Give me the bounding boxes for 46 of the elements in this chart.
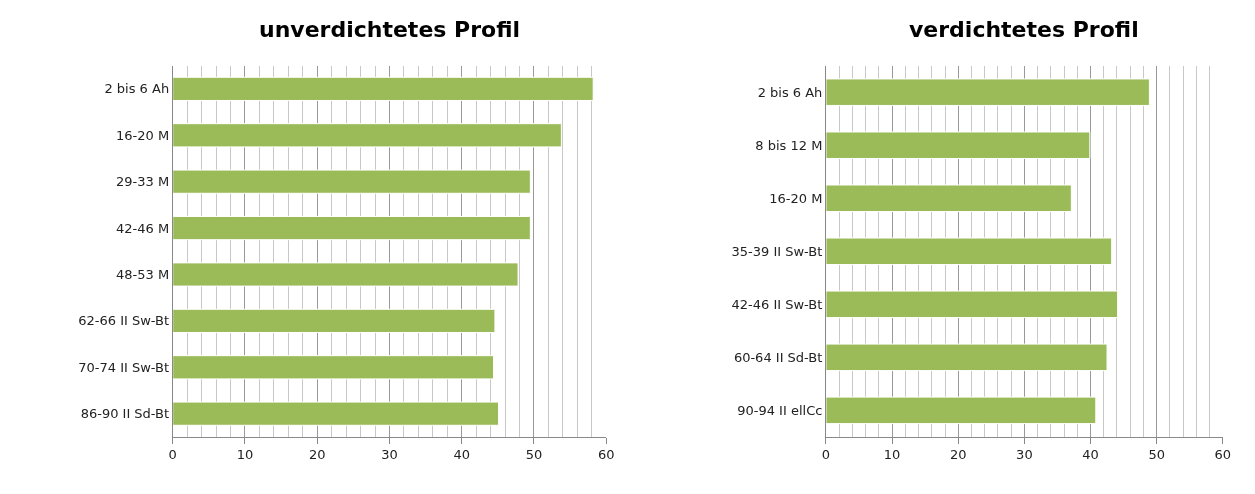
y-tick-label: 70-74 II Sw-Bt xyxy=(78,359,170,375)
y-tick-label: 86-90 II Sd-Bt xyxy=(80,406,170,422)
bar xyxy=(172,123,562,148)
x-tick-label: 0 xyxy=(821,447,831,463)
bar xyxy=(825,396,1097,425)
x-tick-label: 50 xyxy=(525,447,543,463)
bar xyxy=(172,262,519,287)
chart-title: verdichtetes Profil xyxy=(909,17,1139,42)
bar xyxy=(172,355,494,380)
y-tick-label: 16-20 M xyxy=(769,190,823,206)
bar xyxy=(172,169,531,194)
bar xyxy=(825,343,1108,372)
x-tick-label: 40 xyxy=(453,447,470,463)
x-tick-label: 10 xyxy=(883,447,901,463)
x-tick-label: 60 xyxy=(597,447,615,463)
y-tick-label: 90-94 II ellCc xyxy=(737,402,823,418)
y-tick-label: 42-46 II Sw-Bt xyxy=(731,296,823,312)
x-tick-label: 30 xyxy=(381,447,398,463)
bar xyxy=(825,237,1113,266)
y-tick-label: 48-53 M xyxy=(116,267,170,283)
y-tick-label: 2 bis 6 Ah xyxy=(757,84,823,100)
y-tick-label: 35-39 II Sw-Bt xyxy=(731,243,823,259)
y-tick-label: 16-20 M xyxy=(116,127,170,143)
bar xyxy=(172,401,500,426)
x-tick-label: 20 xyxy=(949,447,967,463)
bar xyxy=(172,76,594,101)
y-tick-label: 62-66 II Sw-Bt xyxy=(78,313,170,329)
chart-title: unverdichtetes Profil xyxy=(259,17,520,42)
y-tick-label: 29-33 M xyxy=(116,174,170,190)
bar xyxy=(825,290,1119,319)
x-tick-label: 40 xyxy=(1082,447,1099,463)
y-tick-label: 8 bis 12 M xyxy=(755,137,823,153)
y-tick-label: 42-46 M xyxy=(116,220,170,236)
bar xyxy=(825,184,1072,213)
bar xyxy=(825,131,1091,159)
y-tick-label: 60-64 II Sd-Bt xyxy=(733,349,823,365)
x-tick-label: 20 xyxy=(308,447,326,463)
bar xyxy=(172,308,496,333)
x-tick-label: 30 xyxy=(1016,447,1033,463)
bar xyxy=(825,78,1150,106)
x-tick-label: 10 xyxy=(236,447,254,463)
x-tick-label: 50 xyxy=(1148,447,1165,463)
x-tick-label: 60 xyxy=(1214,447,1232,463)
y-tick-label: 2 bis 6 Ah xyxy=(104,81,170,97)
x-tick-label: 0 xyxy=(168,447,177,463)
bar xyxy=(172,215,531,241)
